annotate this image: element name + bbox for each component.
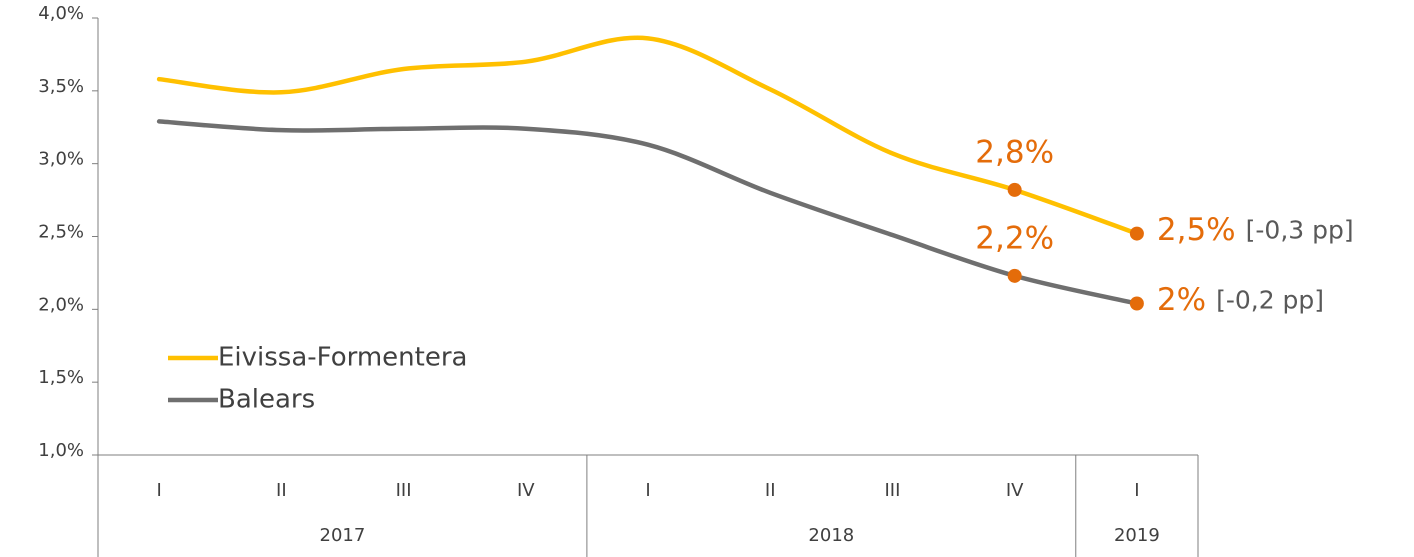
data-label: 2%	[1157, 282, 1206, 318]
x-tick-label: I	[1134, 480, 1139, 501]
legend-label: Eivissa-Formentera	[218, 343, 467, 373]
data-point	[1129, 296, 1144, 311]
data-note: [-0,3 pp]	[1246, 216, 1354, 245]
x-tick-label: I	[645, 480, 650, 501]
data-label: 2,5%	[1157, 212, 1236, 248]
series-line	[156, 35, 1140, 236]
x-group-label: 2018	[808, 525, 854, 546]
x-group-label: 2019	[1114, 525, 1160, 546]
y-tick-label: 3,5%	[38, 76, 84, 97]
data-label: 2,8%	[975, 134, 1054, 170]
data-point	[1007, 268, 1022, 283]
x-group-label: 2017	[320, 525, 366, 546]
legend-label: Balears	[218, 385, 315, 415]
y-tick-label: 2,5%	[38, 222, 84, 243]
series-line	[156, 119, 1140, 306]
y-tick-label: 1,0%	[38, 440, 84, 461]
data-point	[1007, 182, 1022, 197]
x-tick-label: IV	[1006, 480, 1024, 501]
y-tick-label: 2,0%	[38, 294, 84, 315]
data-label: 2,2%	[975, 220, 1054, 256]
x-tick-label: III	[884, 480, 900, 501]
x-tick-label: II	[765, 480, 776, 501]
y-tick-label: 4,0%	[38, 3, 84, 24]
x-tick-label: II	[276, 480, 287, 501]
x-tick-label: I	[156, 480, 161, 501]
x-tick-label: III	[396, 480, 412, 501]
y-tick-label: 3,0%	[38, 149, 84, 170]
x-tick-label: IV	[517, 480, 535, 501]
data-point	[1129, 226, 1144, 241]
y-tick-label: 1,5%	[38, 367, 84, 388]
data-note: [-0,2 pp]	[1216, 286, 1324, 315]
